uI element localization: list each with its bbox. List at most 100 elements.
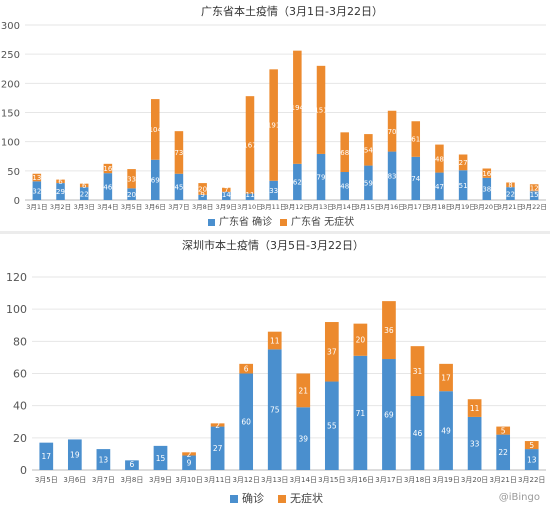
bar-confirmed — [467, 416, 482, 470]
x-tick-label: 3月4日 — [97, 203, 118, 211]
data-label-confirmed: 74 — [411, 175, 420, 183]
data-label-confirmed: 48 — [340, 183, 349, 191]
bar-confirmed — [340, 172, 349, 200]
data-label-confirmed: 62 — [293, 179, 302, 187]
data-label-asymptomatic: 61 — [411, 136, 420, 144]
y-tick-label: 0 — [14, 196, 20, 207]
bar-confirmed — [198, 194, 207, 200]
data-label-confirmed: 15 — [530, 191, 539, 199]
x-tick-label: 3月3日 — [74, 203, 95, 211]
data-label-asymptomatic: 48 — [435, 155, 444, 163]
bar-confirmed — [210, 426, 225, 470]
bar-confirmed — [382, 359, 396, 470]
data-label-confirmed: 33 — [470, 439, 480, 448]
y-tick-label: 120 — [6, 271, 27, 284]
data-label-asymptomatic: 104 — [149, 126, 163, 134]
data-label-confirmed: 15 — [156, 454, 166, 463]
data-label-confirmed: 9 — [200, 191, 204, 199]
data-label-confirmed: 60 — [241, 418, 251, 427]
data-label-confirmed: 13 — [527, 455, 537, 464]
y-tick-label: 40 — [13, 400, 27, 413]
bar-asymptomatic — [524, 441, 539, 450]
bar-confirmed — [293, 163, 302, 200]
data-label-confirmed: 75 — [270, 406, 280, 415]
data-label-confirmed: 17 — [42, 452, 52, 461]
x-tick-label: 3月10日 — [175, 476, 202, 484]
bar-asymptomatic — [245, 96, 255, 194]
legend-swatch — [278, 495, 286, 503]
data-label-asymptomatic: 21 — [299, 386, 309, 395]
data-label-asymptomatic: 16 — [482, 170, 491, 178]
y-tick-label: 20 — [13, 432, 27, 445]
bar-asymptomatic — [324, 322, 339, 382]
data-label-asymptomatic: 6 — [58, 178, 63, 186]
x-tick-label: 3月15日 — [318, 476, 345, 484]
x-tick-label: 3月6日 — [145, 203, 166, 211]
guangdong-chart: 广东省本土疫情（3月1日-3月22日） 0 50 100 150 200 250 300 32 1… — [1, 4, 547, 228]
x-tick-label: 3月19日 — [432, 476, 459, 484]
bar-asymptomatic — [56, 179, 65, 184]
legend-label: 广东省 确诊 — [219, 215, 272, 228]
bar-confirmed — [32, 181, 42, 200]
data-label-confirmed: 11 — [246, 191, 255, 199]
x-tick-label: 3月18日 — [427, 203, 452, 211]
data-label-asymptomatic: 6 — [244, 365, 249, 374]
x-tick-label: 3月17日 — [403, 203, 428, 211]
bar-asymptomatic — [198, 183, 207, 195]
data-label-confirmed: 69 — [384, 410, 394, 419]
data-label-confirmed: 55 — [327, 422, 337, 431]
data-label-confirmed: 69 — [151, 177, 160, 185]
bar-confirmed — [410, 396, 425, 470]
x-tick-label: 3月18日 — [404, 476, 431, 484]
data-label-confirmed: 39 — [299, 435, 309, 444]
bar-asymptomatic — [340, 132, 349, 172]
bar-confirmed — [524, 449, 539, 470]
data-label-confirmed: 38 — [482, 186, 491, 194]
bar-confirmed — [496, 434, 511, 470]
y-tick-label: 150 — [1, 109, 20, 120]
x-tick-label: 3月13日 — [308, 203, 333, 211]
bar-confirmed — [296, 407, 311, 470]
bar-confirmed — [482, 177, 492, 200]
legend-label: 广东省 无症状 — [291, 215, 354, 228]
x-tick-label: 3月5日 — [35, 476, 58, 484]
data-label-asymptomatic: 20 — [198, 186, 207, 194]
x-tick-label: 3月6日 — [63, 476, 86, 484]
data-label-asymptomatic: 5 — [501, 426, 506, 435]
x-tick-label: 3月5日 — [121, 203, 142, 211]
bar-confirmed — [182, 455, 196, 470]
bar-asymptomatic — [32, 173, 42, 182]
y-tick-label: 80 — [13, 335, 27, 348]
bar-confirmed — [174, 173, 184, 200]
chart-title: 深圳市本土疫情（3月5日-3月22日） — [182, 238, 364, 252]
bar-confirmed — [458, 170, 468, 200]
data-label-confirmed: 14 — [222, 191, 231, 199]
data-label-asymptomatic: 8 — [508, 182, 512, 190]
data-label-asymptomatic: 33 — [127, 175, 136, 183]
data-label-confirmed: 49 — [441, 426, 451, 435]
data-label-confirmed: 22 — [506, 190, 515, 198]
y-tick-label: 100 — [1, 138, 20, 149]
watermark: @iBingo — [498, 492, 540, 503]
bar-confirmed — [96, 449, 111, 470]
x-tick-label: 3月1日 — [26, 203, 47, 211]
data-label-asymptomatic: 16 — [103, 165, 112, 173]
bar-confirmed — [353, 355, 368, 470]
data-label-asymptomatic: 167 — [243, 142, 256, 150]
data-label-asymptomatic: 27 — [459, 159, 468, 167]
data-label-confirmed: 83 — [388, 172, 397, 180]
bar-confirmed — [239, 373, 254, 470]
data-label-asymptomatic: 68 — [340, 149, 349, 157]
x-tick-label: 3月12日 — [232, 476, 259, 484]
bar-asymptomatic — [239, 363, 254, 374]
data-label-confirmed: 27 — [213, 444, 223, 453]
x-tick-label: 3月15日 — [356, 203, 381, 211]
legend-swatch — [230, 495, 238, 503]
y-tick-label: 200 — [1, 79, 20, 90]
bar-asymptomatic — [222, 187, 231, 192]
x-tick-label: 3月13日 — [261, 476, 288, 484]
data-label-confirmed: 59 — [364, 179, 373, 187]
legend-label: 确诊 — [242, 491, 264, 505]
y-tick-label: 250 — [1, 50, 20, 61]
bar-asymptomatic — [496, 426, 511, 435]
